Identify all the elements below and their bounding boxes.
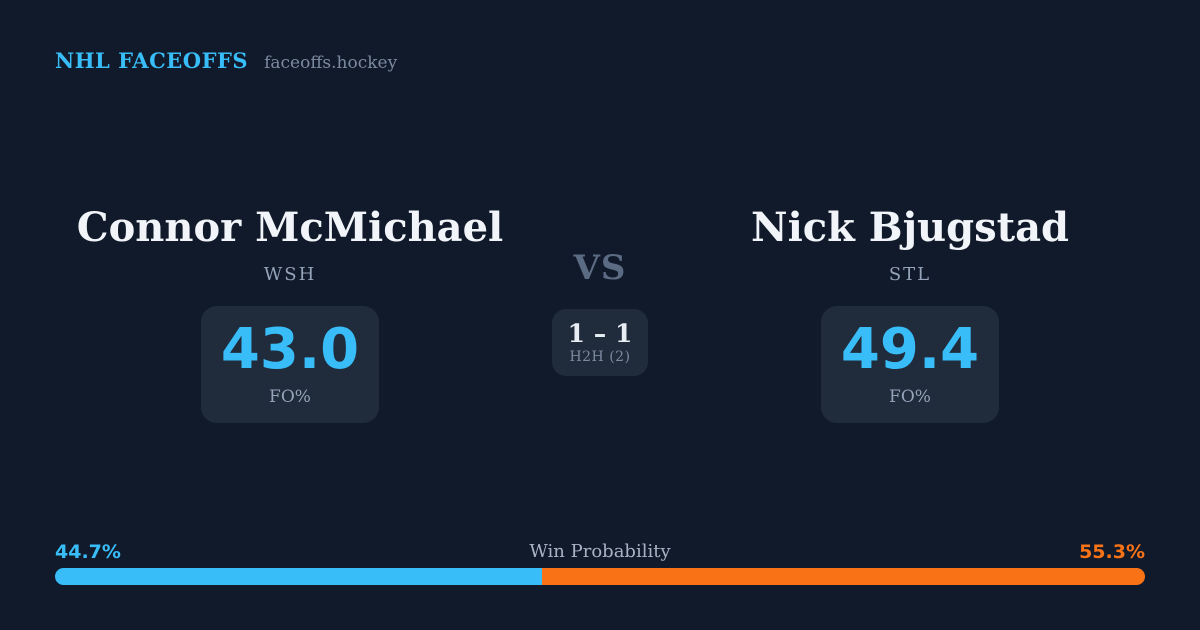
player-right-column: Nick Bjugstad STL 49.4 FO% — [700, 205, 1120, 423]
win-bar-right-segment — [542, 568, 1145, 585]
player-left-name: Connor McMichael — [76, 204, 504, 251]
player-right-name: Nick Bjugstad — [751, 204, 1069, 251]
versus-column: VS 1 – 1 H2H (2) — [510, 248, 690, 376]
head-to-head-score: 1 – 1 — [567, 318, 633, 348]
player-left-faceoff-pct: 43.0 — [220, 317, 360, 382]
win-probability-bar — [55, 568, 1145, 585]
player-left-team: WSH — [263, 264, 317, 285]
header: NHL FACEOFFS faceoffs.hockey — [55, 48, 397, 73]
win-probability-labels: 44.7% Win Probability 55.3% — [55, 541, 1145, 563]
player-left-stat-label: FO% — [269, 387, 311, 407]
win-probability-right-pct: 55.3% — [1079, 541, 1145, 563]
player-right-team: STL — [888, 264, 932, 285]
vs-label: VS — [573, 248, 627, 288]
player-right-stat-label: FO% — [889, 387, 931, 407]
win-probability-title: Win Probability — [529, 541, 671, 562]
win-bar-left-segment — [55, 568, 543, 585]
player-right-faceoff-pct: 49.4 — [840, 317, 980, 382]
win-probability-left-pct: 44.7% — [55, 541, 121, 563]
head-to-head-box: 1 – 1 H2H (2) — [551, 308, 649, 376]
player-right-stat-box: 49.4 FO% — [821, 306, 999, 423]
player-left-stat-box: 43.0 FO% — [201, 306, 379, 423]
brand-logo-text: NHL FACEOFFS — [55, 48, 249, 73]
site-url: faceoffs.hockey — [264, 53, 398, 73]
player-left-column: Connor McMichael WSH 43.0 FO% — [76, 204, 504, 423]
head-to-head-label: H2H (2) — [569, 349, 631, 366]
